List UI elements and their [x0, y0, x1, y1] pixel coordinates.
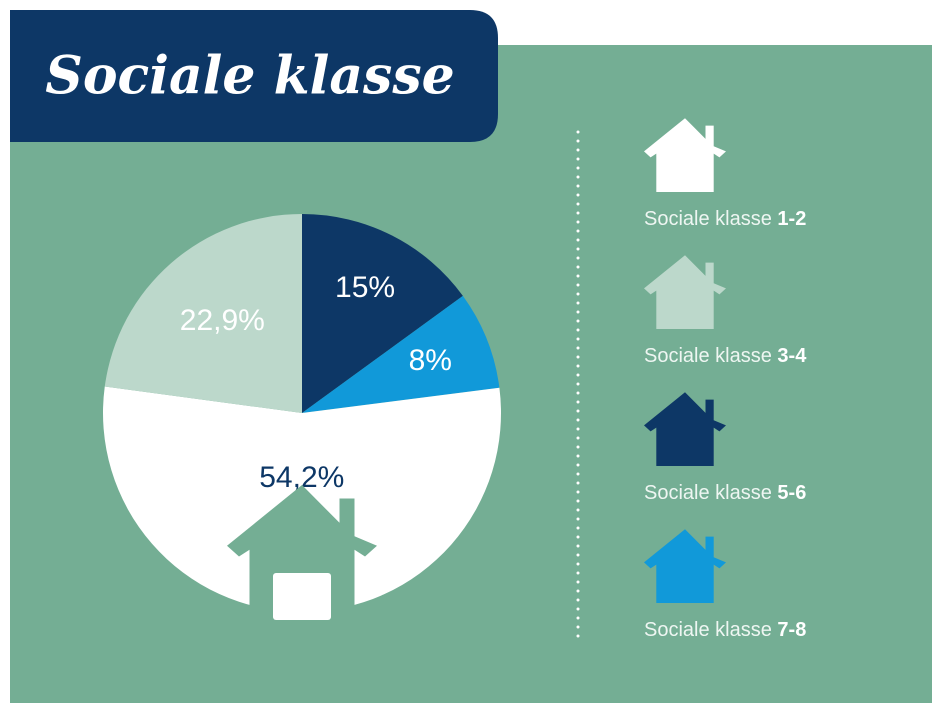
- legend-class: 1-2: [777, 208, 806, 230]
- pie-slice: [104, 214, 303, 413]
- legend-label: Sociale klasse 3-4: [644, 345, 807, 367]
- legend-icon: [644, 118, 726, 192]
- slice-label: 8%: [409, 344, 452, 377]
- title-banner: [10, 10, 498, 142]
- house-icon: [227, 485, 377, 620]
- slice-label: 22,9%: [180, 304, 265, 337]
- legend-icon: [644, 255, 726, 329]
- legend-class: 5-6: [777, 482, 806, 504]
- pie: 15%8%54,2%22,9%: [103, 214, 501, 620]
- legend-prefix: Sociale klasse: [644, 345, 772, 367]
- legend-prefix: Sociale klasse: [644, 619, 772, 641]
- legend-label: Sociale klasse 5-6: [644, 482, 806, 504]
- legend-label: Sociale klasse 1-2: [644, 208, 806, 230]
- pie-slice: [302, 214, 463, 413]
- legend-class: 3-4: [777, 345, 807, 367]
- legend-class: 7-8: [777, 619, 806, 641]
- house-door: [273, 573, 331, 620]
- legend-label: Sociale klasse 7-8: [644, 619, 806, 641]
- pie-slice: [302, 295, 500, 413]
- chart-title: Sociale klasse: [45, 46, 454, 107]
- legend-prefix: Sociale klasse: [644, 482, 772, 504]
- slice-label: 15%: [335, 271, 395, 304]
- legend-icon: [644, 529, 726, 603]
- legend-icon: [644, 392, 726, 466]
- legend-prefix: Sociale klasse: [644, 208, 772, 230]
